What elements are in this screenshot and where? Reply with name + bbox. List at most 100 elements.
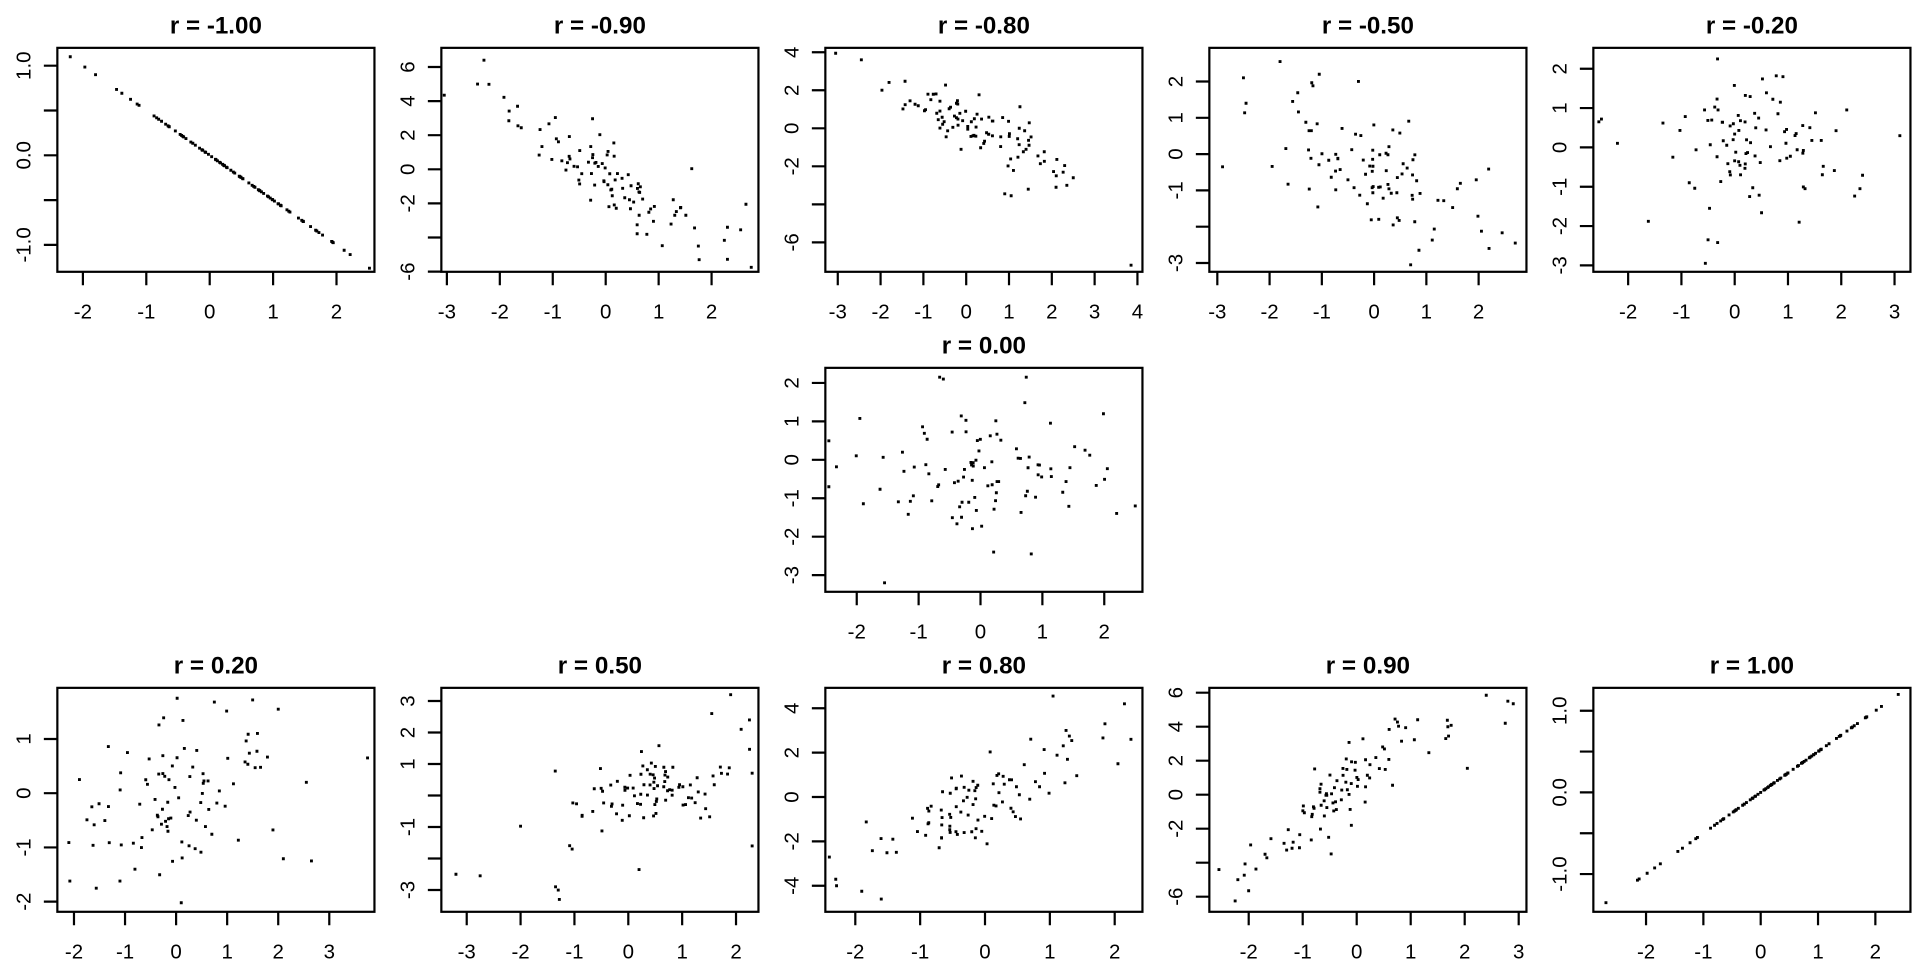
svg-text:1: 1 bbox=[12, 733, 35, 744]
svg-text:1: 1 bbox=[1164, 112, 1187, 123]
svg-text:0: 0 bbox=[1164, 148, 1187, 159]
svg-text:-1: -1 bbox=[1294, 941, 1312, 961]
svg-text:0: 0 bbox=[1729, 301, 1740, 324]
svg-text:-3: -3 bbox=[438, 301, 456, 324]
svg-text:-2: -2 bbox=[848, 621, 866, 644]
svg-text:4: 4 bbox=[1164, 721, 1187, 732]
svg-text:-6: -6 bbox=[396, 263, 419, 281]
svg-text:r = 0.00: r = 0.00 bbox=[942, 333, 1026, 360]
svg-text:r = -0.20: r = -0.20 bbox=[1706, 13, 1798, 40]
svg-text:2: 2 bbox=[1099, 621, 1110, 644]
svg-text:-1: -1 bbox=[1313, 301, 1331, 324]
svg-text:-3: -3 bbox=[396, 881, 419, 899]
svg-text:1.0: 1.0 bbox=[1548, 697, 1571, 726]
svg-text:0: 0 bbox=[600, 301, 611, 324]
svg-text:0: 0 bbox=[1755, 941, 1766, 961]
svg-text:-2: -2 bbox=[12, 893, 35, 911]
svg-text:-1: -1 bbox=[12, 838, 35, 856]
svg-text:-1: -1 bbox=[911, 941, 929, 961]
svg-text:-2: -2 bbox=[511, 941, 529, 961]
svg-text:3: 3 bbox=[1889, 301, 1900, 324]
svg-text:6: 6 bbox=[396, 61, 419, 72]
svg-text:1: 1 bbox=[267, 301, 278, 324]
svg-text:0: 0 bbox=[780, 454, 803, 465]
svg-text:-4: -4 bbox=[780, 877, 803, 895]
svg-text:-3: -3 bbox=[1164, 254, 1187, 272]
svg-text:-3: -3 bbox=[829, 301, 847, 324]
svg-text:-2: -2 bbox=[396, 194, 419, 212]
svg-text:1: 1 bbox=[1003, 301, 1014, 324]
svg-text:0: 0 bbox=[204, 301, 215, 324]
svg-text:-1: -1 bbox=[116, 941, 134, 961]
svg-text:3: 3 bbox=[1089, 301, 1100, 324]
svg-text:0: 0 bbox=[1351, 941, 1362, 961]
svg-text:-2: -2 bbox=[1548, 217, 1571, 235]
svg-text:2: 2 bbox=[273, 941, 284, 961]
svg-text:-2: -2 bbox=[491, 301, 509, 324]
svg-text:0: 0 bbox=[1164, 789, 1187, 800]
svg-text:1: 1 bbox=[1421, 301, 1432, 324]
svg-text:4: 4 bbox=[780, 703, 803, 714]
svg-text:r = -0.80: r = -0.80 bbox=[938, 13, 1030, 40]
svg-text:1: 1 bbox=[396, 758, 419, 769]
svg-text:-1: -1 bbox=[137, 301, 155, 324]
svg-text:1: 1 bbox=[1548, 102, 1571, 113]
svg-text:-1: -1 bbox=[780, 489, 803, 507]
svg-text:4: 4 bbox=[1132, 301, 1143, 324]
svg-text:-2: -2 bbox=[1619, 301, 1637, 324]
svg-text:3: 3 bbox=[396, 695, 419, 706]
svg-text:2: 2 bbox=[396, 727, 419, 738]
svg-text:-3: -3 bbox=[458, 941, 476, 961]
svg-text:1: 1 bbox=[221, 941, 232, 961]
svg-text:-1: -1 bbox=[1672, 301, 1690, 324]
svg-text:0: 0 bbox=[12, 788, 35, 799]
svg-text:r = -1.00: r = -1.00 bbox=[170, 13, 262, 40]
svg-text:1.0: 1.0 bbox=[12, 51, 35, 80]
svg-text:-2: -2 bbox=[65, 941, 83, 961]
svg-text:1: 1 bbox=[1405, 941, 1416, 961]
svg-text:2: 2 bbox=[780, 85, 803, 96]
svg-text:4: 4 bbox=[780, 47, 803, 58]
svg-text:-2: -2 bbox=[1637, 941, 1655, 961]
svg-text:r = 0.50: r = 0.50 bbox=[558, 653, 642, 680]
svg-text:-1: -1 bbox=[914, 301, 932, 324]
svg-text:0: 0 bbox=[961, 301, 972, 324]
svg-text:1: 1 bbox=[653, 301, 664, 324]
svg-text:-2: -2 bbox=[780, 528, 803, 546]
svg-text:0: 0 bbox=[979, 941, 990, 961]
svg-text:2: 2 bbox=[780, 377, 803, 388]
svg-text:2: 2 bbox=[1473, 301, 1484, 324]
svg-text:0: 0 bbox=[975, 621, 986, 644]
svg-text:2: 2 bbox=[1548, 63, 1571, 74]
svg-text:2: 2 bbox=[1046, 301, 1057, 324]
svg-text:0: 0 bbox=[396, 164, 419, 175]
svg-text:-1: -1 bbox=[544, 301, 562, 324]
svg-text:r = 0.80: r = 0.80 bbox=[942, 653, 1026, 680]
svg-text:-1: -1 bbox=[910, 621, 928, 644]
svg-text:-2: -2 bbox=[1260, 301, 1278, 324]
svg-text:1: 1 bbox=[1782, 301, 1793, 324]
svg-text:-1.0: -1.0 bbox=[12, 227, 35, 262]
svg-text:r = 1.00: r = 1.00 bbox=[1710, 653, 1794, 680]
svg-text:-2: -2 bbox=[1164, 820, 1187, 838]
svg-text:1: 1 bbox=[1044, 941, 1055, 961]
svg-text:2: 2 bbox=[1870, 941, 1881, 961]
svg-text:2: 2 bbox=[780, 747, 803, 758]
svg-text:0: 0 bbox=[170, 941, 181, 961]
svg-text:4: 4 bbox=[396, 95, 419, 106]
svg-text:r = 0.20: r = 0.20 bbox=[174, 653, 258, 680]
svg-text:1: 1 bbox=[1812, 941, 1823, 961]
svg-text:3: 3 bbox=[1513, 941, 1524, 961]
svg-text:0.0: 0.0 bbox=[1548, 778, 1571, 807]
svg-text:-6: -6 bbox=[780, 233, 803, 251]
svg-text:0: 0 bbox=[780, 791, 803, 802]
svg-text:-6: -6 bbox=[1164, 888, 1187, 906]
svg-text:-1: -1 bbox=[1694, 941, 1712, 961]
svg-text:0: 0 bbox=[623, 941, 634, 961]
svg-text:r = -0.90: r = -0.90 bbox=[554, 13, 646, 40]
svg-text:-2: -2 bbox=[846, 941, 864, 961]
svg-text:1: 1 bbox=[1037, 621, 1048, 644]
svg-text:-2: -2 bbox=[780, 832, 803, 850]
svg-text:1: 1 bbox=[676, 941, 687, 961]
svg-text:0: 0 bbox=[1548, 142, 1571, 153]
